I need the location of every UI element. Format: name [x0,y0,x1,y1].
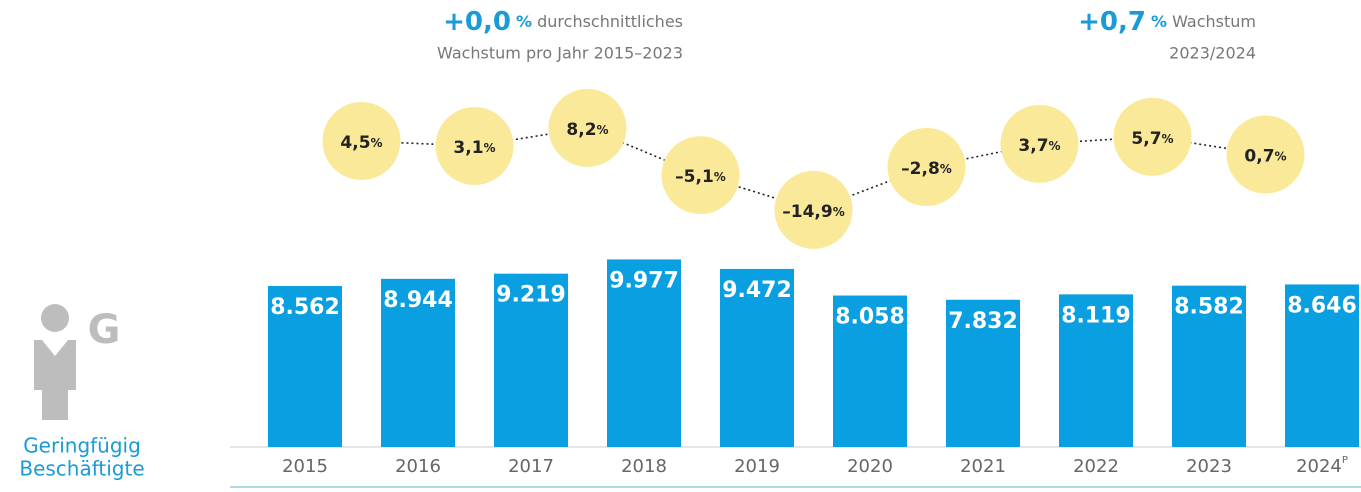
x-tick-label: 2019 [734,456,780,477]
growth-label: 0,7% [1244,147,1286,167]
growth-part: 3,7 [1018,136,1048,156]
growth-part: % [940,161,952,175]
growth-part: % [833,204,845,218]
growth-part: 5,7 [1131,129,1161,149]
growth-part: –14,9 [782,202,832,222]
growth-part: 4,5 [340,133,370,153]
growth-label: 4,5% [340,133,382,153]
year: 2019 [734,456,780,477]
growth-part: % [1275,149,1287,163]
bar [946,299,1020,447]
bar [494,273,568,447]
x-tick-label: 2023 [1186,456,1232,477]
bar-label: 9.472 [722,278,792,303]
growth-bubble [322,102,401,181]
x-tick-label: 2018 [621,456,667,477]
growth-part: % [484,140,496,154]
bar-label: 7.832 [948,309,1018,334]
bar-label: 8.119 [1061,303,1131,328]
growth-label: –14,9% [782,202,844,222]
headline-right: +0,7 % Wachstum 2023/2024 [1078,7,1256,63]
x-tick-label: 2024P [1296,455,1348,477]
bar-label: 8.562 [270,295,340,320]
year: 2021 [960,456,1006,477]
year: 2017 [508,456,554,477]
x-tick-label: 2017 [508,456,554,477]
growth-bubble [887,127,966,206]
year-mark: P [1342,455,1348,466]
x-tick-label: 2022 [1073,456,1119,477]
growth-part: 0,7 [1244,147,1274,167]
year: 2020 [847,456,893,477]
bar-label: 8.582 [1174,295,1244,320]
growth-label: 5,7% [1131,129,1173,149]
bar [833,295,907,447]
growth-part: –5,1 [675,167,714,187]
headline: +0,0 % durchschnittliches [443,7,683,37]
bar-label: 8.646 [1287,293,1357,318]
bar [381,278,455,447]
growth-bubble [661,136,740,215]
x-tick-label: 2021 [960,456,1006,477]
growth-label: 3,7% [1018,136,1060,156]
growth-label: 8,2% [566,120,608,140]
x-tick-label: 2015 [282,456,328,477]
year: 2018 [621,456,667,477]
headline-line2: 2023/2024 [1169,44,1256,63]
bar [1285,284,1359,447]
year: 2015 [282,456,328,477]
bar-label: 9.219 [496,283,566,308]
bar-label: 9.977 [609,268,679,293]
growth-part: % [371,136,383,150]
label: Geringfügig [23,434,141,458]
growth-bubble [1113,97,1192,176]
growth-bubble [435,106,514,185]
growth-part: 3,1 [453,138,483,158]
bar-label: 8.058 [835,305,905,330]
person-icon [34,304,76,420]
year: 2022 [1073,456,1119,477]
year: 2023 [1186,456,1232,477]
bar [607,259,681,447]
x-tick-label: 2020 [847,456,893,477]
bar-label: 8.944 [383,288,453,313]
growth-label: –2,8% [901,159,952,179]
bar [720,268,794,447]
year: 2024 [1296,456,1342,477]
growth-bubble [774,170,853,249]
growth-label: 3,1% [453,138,495,158]
growth-part: % [1162,131,1174,145]
headline-left: +0,0 % durchschnittliches Wachstum pro J… [437,7,683,63]
growth-part: % [597,122,609,136]
bar [1172,285,1246,447]
bar [1059,294,1133,447]
growth-label: –5,1% [675,167,726,187]
headline: +0,7 % Wachstum [1078,7,1256,37]
growth-part: % [714,170,726,184]
headline-line2: Wachstum pro Jahr 2015–2023 [437,44,683,63]
growth-part: –2,8 [901,159,940,179]
growth-bubble [1000,104,1079,183]
label: Beschäftigte [19,457,144,481]
growth-bubble [1226,115,1305,194]
icon-letter: G [88,307,121,353]
growth-bubble [548,88,627,167]
growth-part: 8,2 [566,120,596,140]
x-tick-label: 2016 [395,456,441,477]
year: 2016 [395,456,441,477]
growth-part: % [1049,138,1061,152]
bar [268,286,342,447]
